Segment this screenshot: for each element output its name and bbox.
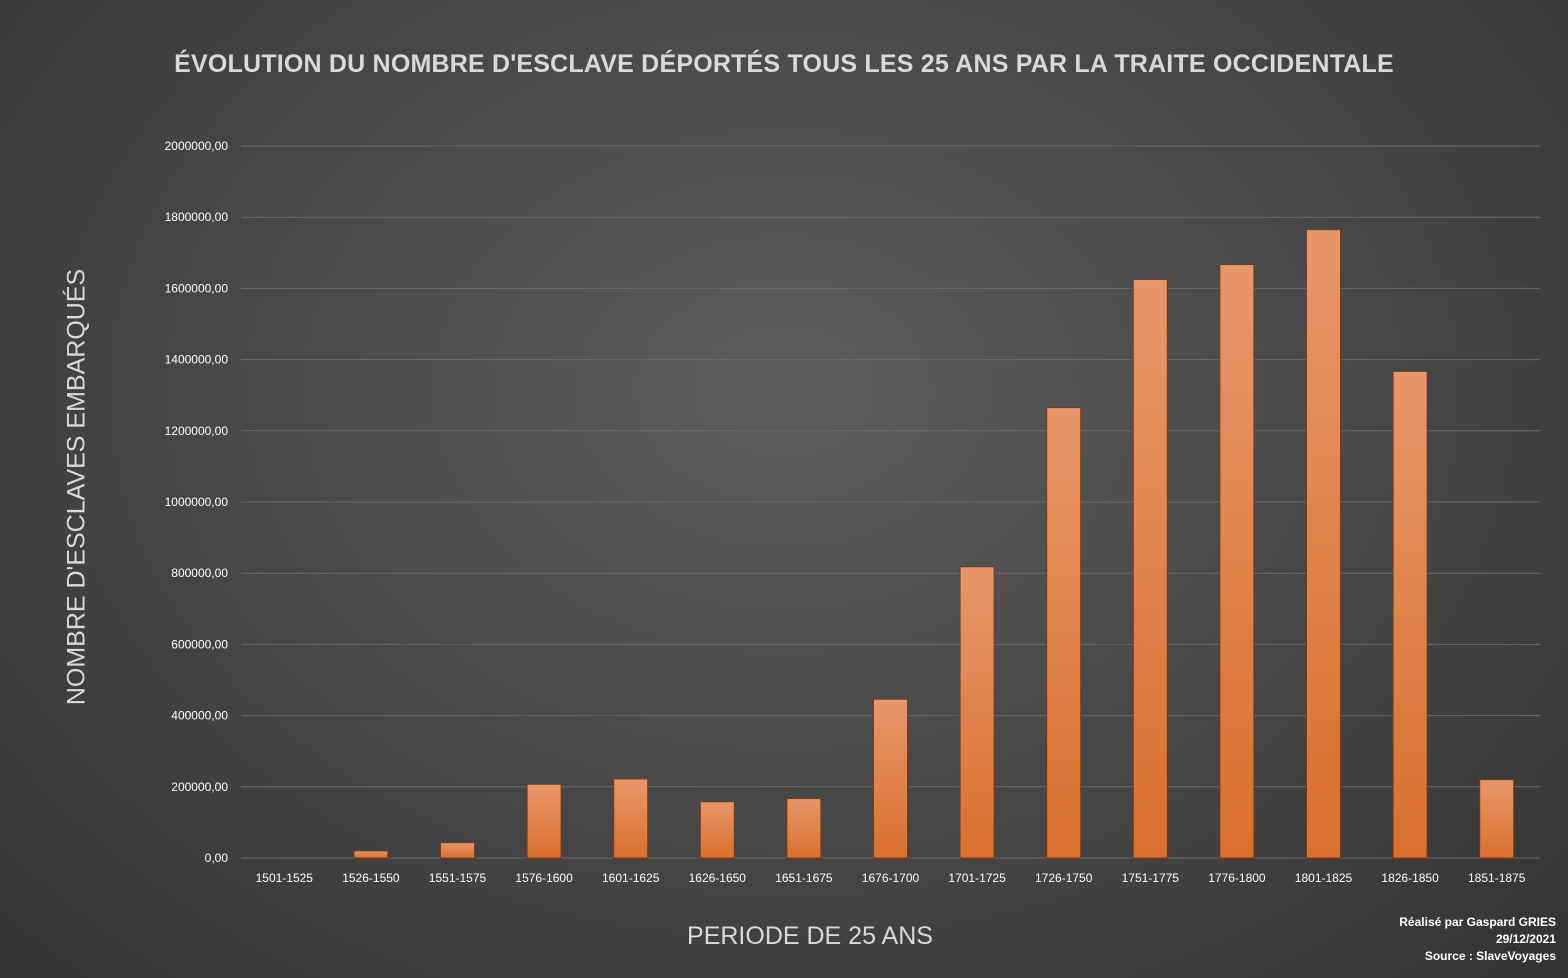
x-tick-label: 1551-1575 xyxy=(429,871,487,885)
bar-1801-1825 xyxy=(1306,229,1341,859)
bar-1701-1725 xyxy=(959,566,995,859)
y-tick-label: 600000,00 xyxy=(171,637,228,651)
bars xyxy=(353,229,1515,859)
y-tick-label: 200000,00 xyxy=(171,780,228,794)
bar-1551-1575 xyxy=(440,842,475,859)
credits-source: Source : SlaveVoyages xyxy=(1424,949,1556,963)
x-tick-label: 1726-1750 xyxy=(1035,871,1093,885)
credits-date: 29/12/2021 xyxy=(1495,932,1556,946)
x-tick-label: 1851-1875 xyxy=(1468,871,1526,885)
x-tick-label: 1751-1775 xyxy=(1122,871,1180,885)
credits-author: Réalisé par Gaspard GRIES xyxy=(1399,915,1556,929)
x-tick-label: 1776-1800 xyxy=(1208,871,1266,885)
bar-1776-1800 xyxy=(1219,264,1255,859)
y-tick-label: 1800000,00 xyxy=(165,210,229,224)
bar-1676-1700 xyxy=(873,698,908,859)
x-tick-label: 1626-1650 xyxy=(689,871,747,885)
y-tick-label: 0,00 xyxy=(205,851,229,865)
x-tick-label: 1651-1675 xyxy=(775,871,833,885)
chart-title: ÉVOLUTION DU NOMBRE D'ESCLAVE DÉPORTÉS T… xyxy=(174,50,1394,78)
y-tick-label: 800000,00 xyxy=(171,566,228,580)
x-axis-title: PERIODE DE 25 ANS xyxy=(687,922,933,950)
y-tick-label: 1200000,00 xyxy=(165,424,229,438)
x-tick-label: 1601-1625 xyxy=(602,871,660,885)
y-tick-label: 1400000,00 xyxy=(165,353,229,367)
x-tick-label: 1676-1700 xyxy=(862,871,920,885)
bar-1651-1675 xyxy=(786,798,822,859)
x-tick-label: 1826-1850 xyxy=(1381,871,1439,885)
y-tick-label: 2000000,00 xyxy=(165,139,229,153)
x-tick-label: 1501-1525 xyxy=(256,871,314,885)
bar-1726-1750 xyxy=(1046,407,1082,859)
x-tick-label: 1701-1725 xyxy=(948,871,1006,885)
x-tick-label: 1526-1550 xyxy=(342,871,400,885)
bar-1576-1600 xyxy=(526,783,562,859)
bar-1751-1775 xyxy=(1132,279,1168,859)
bar-1826-1850 xyxy=(1392,370,1428,859)
x-tick-label: 1576-1600 xyxy=(515,871,573,885)
y-tick-labels: 0,00 200000,00 400000,00 600000,00 800000,00… xyxy=(165,139,229,865)
x-tick-labels: 1501-1525 1526-1550 1551-1575 1576-1600 1601… xyxy=(256,871,1526,885)
bar-1601-1625 xyxy=(613,778,649,859)
y-tick-label: 1600000,00 xyxy=(165,281,229,295)
x-tick-label: 1801-1825 xyxy=(1295,871,1353,885)
credits: Réalisé par Gaspard GRIES 29/12/2021 Sou… xyxy=(1399,914,1556,965)
bar-1851-1875 xyxy=(1479,779,1515,859)
bar-1526-1550 xyxy=(353,850,389,859)
bar-1626-1650 xyxy=(699,801,735,859)
y-tick-label: 400000,00 xyxy=(171,709,228,723)
y-tick-label: 1000000,00 xyxy=(165,495,229,509)
